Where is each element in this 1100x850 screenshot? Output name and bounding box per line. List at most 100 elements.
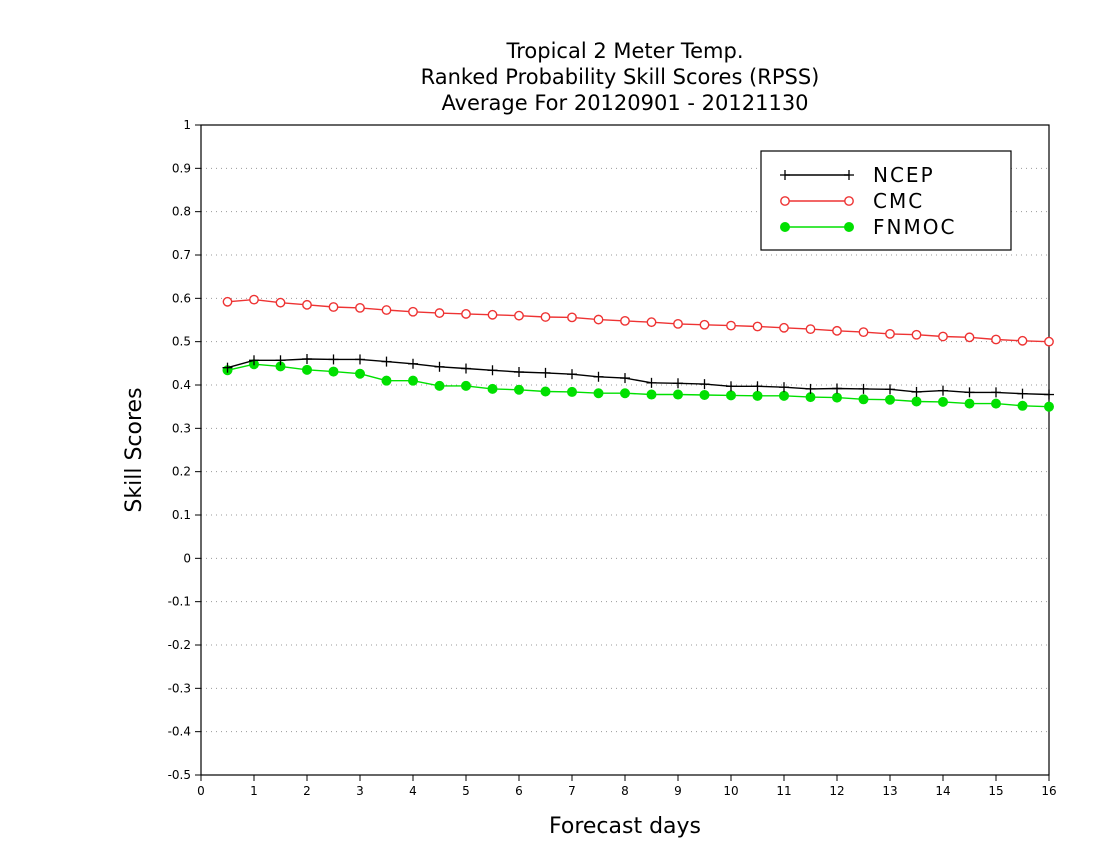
legend-label-cmc: CMC	[873, 189, 924, 213]
y-tick-label: 0.1	[172, 508, 191, 522]
series-cmc	[222, 294, 1054, 347]
point-ncep	[514, 367, 524, 377]
point-fnmoc	[514, 384, 524, 395]
point-cmc	[328, 302, 339, 312]
chart-title-line-3: Average For 20120901 - 20121130	[441, 91, 808, 115]
point-fnmoc	[858, 394, 869, 405]
line-fnmoc	[227, 363, 1050, 408]
legend-marker-end	[844, 196, 854, 206]
x-tick-label: 1	[250, 784, 258, 798]
point-fnmoc	[593, 388, 604, 399]
y-tick-label: 0.8	[172, 205, 191, 219]
point-cmc	[752, 321, 763, 332]
point-fnmoc	[832, 392, 842, 403]
x-tick-label: 11	[776, 784, 791, 798]
point-ncep	[540, 367, 551, 378]
point-cmc	[302, 299, 312, 310]
point-cmc	[1017, 335, 1028, 346]
point-ncep	[567, 369, 577, 380]
chart-title-line-2: Ranked Probability Skill Scores (RPSS)	[421, 65, 820, 89]
x-tick-label: 3	[356, 784, 364, 798]
legend-label-ncep: NCEP	[873, 163, 935, 187]
x-tick-label: 13	[882, 784, 897, 798]
point-fnmoc	[646, 389, 657, 400]
point-ncep	[328, 354, 339, 365]
y-tick-label: 0.7	[172, 248, 191, 262]
point-ncep	[249, 355, 259, 366]
gridlines	[201, 167, 1049, 733]
y-tick-label: -0.2	[168, 638, 191, 652]
point-ncep	[646, 377, 657, 388]
point-fnmoc	[355, 368, 365, 379]
point-fnmoc	[408, 375, 418, 386]
point-ncep	[1017, 388, 1028, 399]
line-ncep	[227, 358, 1050, 396]
point-ncep	[620, 373, 630, 384]
x-tick-label: 4	[409, 784, 417, 798]
x-tick-label: 15	[988, 784, 1003, 798]
legend-marker-end	[844, 222, 854, 232]
point-cmc	[938, 331, 948, 342]
chart-title-line-1: Tropical 2 Meter Temp.	[505, 39, 743, 63]
series-ncep	[222, 354, 1054, 400]
y-tick-label: 1	[183, 118, 191, 132]
point-fnmoc	[779, 390, 789, 401]
point-cmc	[832, 325, 842, 336]
y-tick-label: 0.2	[172, 465, 191, 479]
y-tick-label: 0	[183, 551, 191, 565]
axes: -0.5 -0.4 -0.3 -0.2 -0.1 0 0.1 0.2 0.3 0.4 0.5 0.6 0…	[168, 118, 1057, 798]
x-tick-label: 12	[829, 784, 844, 798]
point-ncep	[699, 379, 710, 390]
point-cmc	[991, 334, 1001, 345]
x-tick-label: 8	[621, 784, 629, 798]
point-cmc	[779, 322, 789, 333]
point-cmc	[567, 312, 577, 323]
point-cmc	[275, 297, 286, 308]
point-ncep	[885, 384, 895, 395]
point-fnmoc	[964, 398, 975, 409]
x-tick-label: 0	[197, 784, 205, 798]
y-tick-label: 0.3	[172, 421, 191, 435]
point-cmc	[222, 296, 233, 307]
point-cmc	[646, 317, 657, 328]
series-fnmoc	[222, 359, 1054, 412]
point-cmc	[461, 309, 471, 319]
point-fnmoc	[911, 396, 922, 407]
point-ncep	[355, 354, 365, 365]
point-ncep	[991, 387, 1001, 398]
point-fnmoc	[328, 366, 339, 377]
point-cmc	[514, 310, 524, 321]
point-cmc	[858, 327, 869, 338]
point-cmc	[434, 308, 445, 318]
legend-entry-fnmoc: FNMOC	[780, 215, 954, 239]
point-ncep	[302, 354, 312, 364]
point-ncep	[461, 363, 471, 374]
point-ncep	[779, 382, 789, 393]
point-ncep	[964, 387, 975, 398]
plot-frame	[200, 124, 1050, 776]
line-cmc	[227, 298, 1050, 343]
point-fnmoc	[1017, 400, 1028, 411]
point-cmc	[964, 332, 975, 343]
point-fnmoc	[302, 364, 312, 375]
point-ncep	[593, 371, 604, 382]
point-ncep	[938, 385, 948, 396]
point-fnmoc	[461, 380, 471, 391]
point-ncep	[752, 381, 763, 392]
point-cmc	[620, 315, 630, 326]
y-tick-label: -0.3	[168, 681, 191, 695]
legend-marker-start	[780, 222, 790, 232]
x-tick-label: 16	[1041, 784, 1056, 798]
legend-marker-start	[780, 196, 790, 206]
point-cmc	[885, 328, 895, 339]
point-ncep	[487, 365, 498, 376]
point-ncep	[673, 378, 683, 389]
point-ncep	[858, 383, 869, 394]
point-cmc	[487, 309, 498, 320]
point-cmc	[805, 324, 816, 334]
point-fnmoc	[699, 389, 710, 400]
y-axis-title: Skill Scores	[122, 387, 147, 512]
y-tick-label: 0.4	[172, 378, 191, 392]
